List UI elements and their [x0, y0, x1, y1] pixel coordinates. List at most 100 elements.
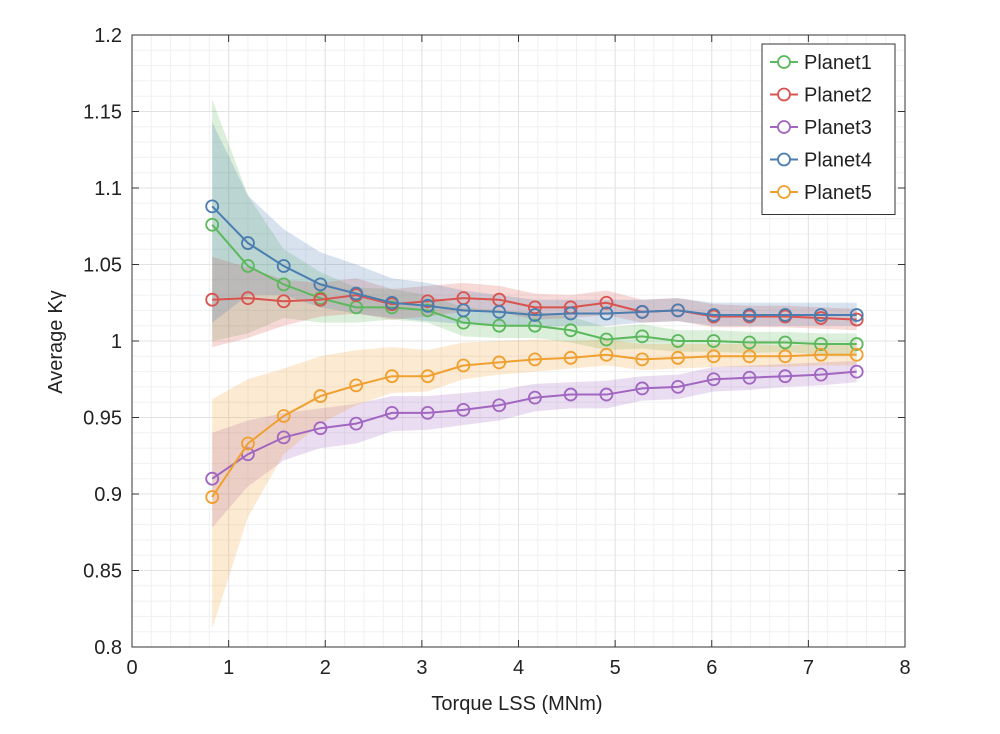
- legend-marker: [777, 55, 791, 69]
- y-axis-label: Average Kγ: [45, 290, 67, 393]
- point-planet5: [241, 436, 255, 451]
- legend-item-planet5: Planet5: [770, 182, 872, 204]
- point-planet3: [814, 367, 828, 382]
- point-planet1: [742, 335, 757, 350]
- point-planet3: [849, 364, 864, 379]
- legend-marker: [777, 120, 791, 134]
- line-layer: [205, 199, 864, 504]
- point-planet5: [742, 349, 757, 364]
- point-planet4: [706, 308, 721, 322]
- point-planet2: [276, 294, 291, 309]
- legend-item-planet2: Planet2: [770, 85, 872, 107]
- legend-label: Planet2: [804, 85, 872, 107]
- point-planet5: [706, 349, 721, 364]
- point-planet3: [528, 390, 542, 405]
- point-planet3: [349, 416, 364, 431]
- point-planet2: [313, 292, 328, 307]
- legend-item-planet3: Planet3: [770, 117, 872, 139]
- point-planet1: [849, 337, 864, 351]
- point-planet1: [706, 334, 721, 348]
- point-planet1: [671, 334, 685, 348]
- point-planet1: [276, 277, 291, 292]
- y-tick-label: 0.95: [83, 408, 122, 430]
- point-planet2: [241, 291, 255, 306]
- point-planet4: [241, 236, 255, 250]
- point-planet4: [385, 295, 399, 310]
- point-planet5: [456, 358, 471, 373]
- x-tick-label: 3: [416, 657, 427, 679]
- point-planet4: [420, 298, 435, 313]
- x-tick-label: 1: [223, 657, 234, 679]
- y-tick-label: 1: [111, 331, 122, 353]
- point-planet1: [599, 332, 614, 347]
- point-planet5: [349, 378, 364, 393]
- y-axis-label-main: Average: [45, 320, 67, 394]
- point-planet5: [778, 349, 793, 364]
- point-planet3: [420, 406, 435, 420]
- point-planet2: [420, 294, 435, 309]
- point-planet4: [671, 303, 685, 318]
- point-planet4: [742, 308, 757, 322]
- point-planet4: [492, 305, 507, 319]
- line-planet4: [211, 205, 857, 316]
- point-planet4: [456, 303, 471, 318]
- point-planet4: [635, 305, 650, 319]
- x-tick-label: 6: [706, 657, 717, 679]
- point-planet2: [849, 312, 864, 327]
- legend-item-planet1: Planet1: [770, 52, 872, 74]
- point-planet1: [563, 323, 578, 338]
- point-planet3: [778, 369, 793, 384]
- point-planet4: [349, 286, 364, 301]
- legend: Planet1 Planet2 Planet3 Planet4 Planet5: [761, 43, 896, 215]
- point-planet1: [241, 259, 255, 273]
- legend-marker: [777, 152, 791, 167]
- point-planet4: [276, 259, 291, 273]
- legend-label: Planet3: [804, 117, 872, 139]
- axes-layer: 0 1 2 3 4 5 6 7 8 0.8 0.85 0.9 0.95 1 1.05 1.1 1.15 1.2: [83, 25, 911, 679]
- point-planet5: [849, 347, 864, 362]
- point-planet3: [313, 421, 328, 436]
- y-tick-label: 1.05: [83, 255, 122, 277]
- x-tick-label: 5: [610, 657, 621, 679]
- point-planet2: [528, 300, 542, 315]
- point-planet3: [385, 406, 399, 420]
- point-planet2: [205, 292, 220, 307]
- point-planet4: [814, 308, 828, 322]
- point-planet1: [814, 337, 828, 351]
- y-axis-label-symbol: Kγ: [45, 290, 67, 313]
- point-planet1: [778, 335, 793, 350]
- line-planet3: [211, 370, 857, 480]
- point-planet5: [205, 490, 220, 504]
- point-planet5: [528, 352, 542, 367]
- y-tick-label: 1.2: [94, 25, 122, 47]
- x-tick-label: 7: [803, 657, 814, 679]
- point-planet3: [742, 370, 757, 385]
- point-planet3: [276, 430, 291, 445]
- point-planet4: [563, 306, 578, 321]
- point-planet5: [599, 347, 614, 362]
- legend-marker: [777, 185, 791, 199]
- point-planet5: [814, 347, 828, 362]
- point-planet4: [849, 308, 864, 322]
- line-planet2: [212, 294, 857, 321]
- line-planet5: [211, 353, 857, 498]
- point-planet5: [313, 389, 328, 403]
- point-planet3: [635, 381, 650, 396]
- point-planet4: [313, 277, 328, 292]
- point-planet5: [276, 409, 291, 423]
- y-tick-label: 0.85: [83, 561, 122, 583]
- legend-label: Planet5: [804, 182, 872, 204]
- y-tick-label: 0.8: [94, 637, 122, 659]
- x-tick-label: 2: [320, 657, 331, 679]
- band-planet1: [212, 99, 857, 355]
- legend-label: Planet1: [804, 52, 872, 74]
- point-planet3: [456, 402, 471, 417]
- point-planet4: [599, 306, 614, 321]
- point-planet5: [492, 355, 507, 370]
- x-tick-label: 4: [513, 657, 524, 679]
- point-planet5: [563, 350, 578, 365]
- point-planet5: [420, 369, 435, 384]
- point-planet3: [205, 471, 220, 486]
- point-planet1: [205, 217, 220, 232]
